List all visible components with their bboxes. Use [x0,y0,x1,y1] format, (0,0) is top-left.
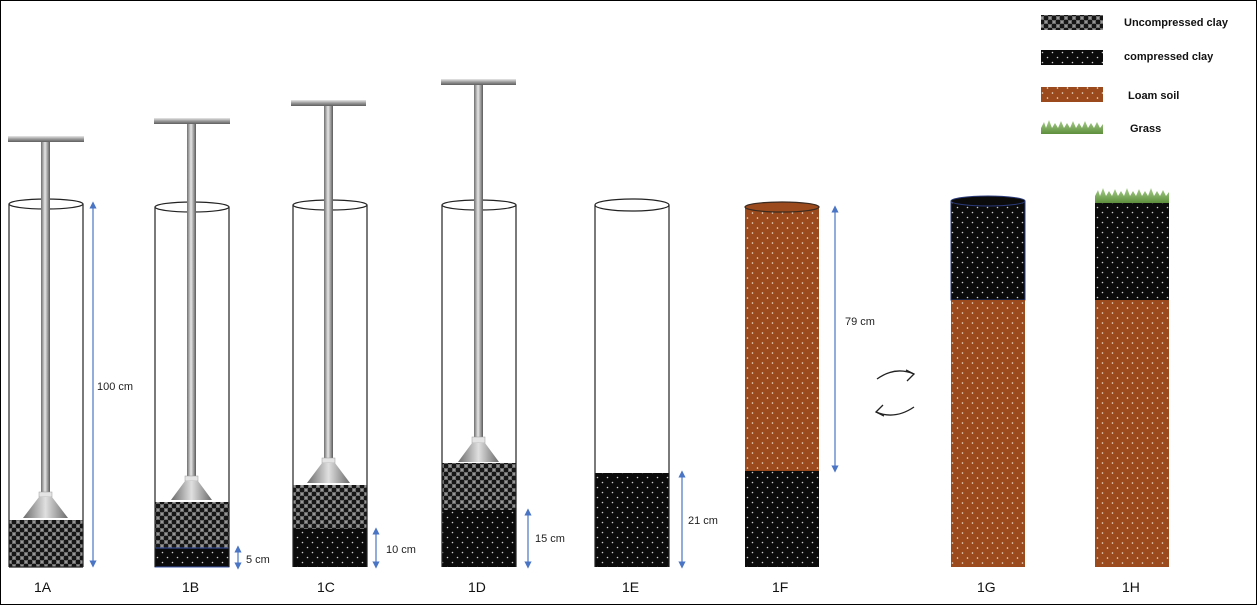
compressed-clay-layer [154,547,230,568]
column-label: 1H [1122,579,1140,595]
column-label: 1A [34,579,52,595]
tamper-tool-icon [441,79,516,462]
legend-label: Uncompressed clay [1124,17,1229,29]
compressed-clay-layer [293,529,367,567]
legend: Uncompressed clay compressed clay Loam s… [1041,15,1229,135]
cylinder-rim [950,195,1026,207]
column-1G: 1G [950,195,1026,595]
column-1H: 1H [1095,188,1169,595]
cylinder-rim [744,201,820,213]
column-1B: 5 cm 1B [154,118,270,595]
compressed-clay-swatch [1041,50,1103,65]
tamper-tool-icon [291,100,366,483]
tamper-tool-icon [8,136,84,518]
compressed-clay-layer [1095,202,1169,300]
column-label: 1F [772,579,788,595]
uncompressed-clay-layer [293,485,367,529]
compressed-clay-layer [595,473,669,567]
dimension-label: 21 cm [688,515,718,527]
column-label: 1D [468,579,486,595]
column-label: 1G [977,579,996,595]
column-1F: 79 cm 1F [744,201,875,595]
loam-soil-swatch [1041,87,1103,102]
loam-soil-layer [1095,300,1169,567]
legend-item-grass: Grass [1041,120,1161,135]
legend-label: Grass [1130,123,1161,135]
dimension-label: 100 cm [97,381,133,393]
legend-label: compressed clay [1124,51,1214,63]
legend-label: Loam soil [1128,90,1179,102]
tamper-tool-icon [154,118,230,500]
column-1D: 15 cm 1D [441,79,565,595]
uncompressed-clay-layer [442,463,516,510]
cylinder-rim [594,198,670,212]
legend-item-compressed: compressed clay [1041,50,1214,65]
grass-icon [1095,188,1169,203]
column-1C: 10 cm 1C [291,100,416,595]
dimension-label: 15 cm [535,533,565,545]
column-label: 1B [182,579,199,595]
compressed-clay-layer [745,471,819,567]
loam-soil-layer [745,207,819,471]
circular-arrows-icon [874,369,916,417]
legend-item-loam: Loam soil [1041,87,1179,102]
compressed-clay-layer [950,200,1026,301]
column-label: 1E [622,579,639,595]
loam-soil-layer [951,300,1025,567]
grass-swatch [1041,120,1103,134]
uncompressed-clay-layer [155,502,229,548]
column-1E: 21 cm 1E [594,198,718,595]
legend-item-uncompressed: Uncompressed clay [1041,15,1229,30]
uncompressed-clay-swatch [1041,15,1103,30]
column-1A: 100 cm 1A [8,136,133,595]
dimension-label: 10 cm [386,544,416,556]
dimension-label: 79 cm [845,316,875,328]
uncompressed-clay-layer [9,520,83,567]
column-label: 1C [317,579,335,595]
compressed-clay-layer [442,510,516,567]
dimension-label: 5 cm [246,554,270,566]
